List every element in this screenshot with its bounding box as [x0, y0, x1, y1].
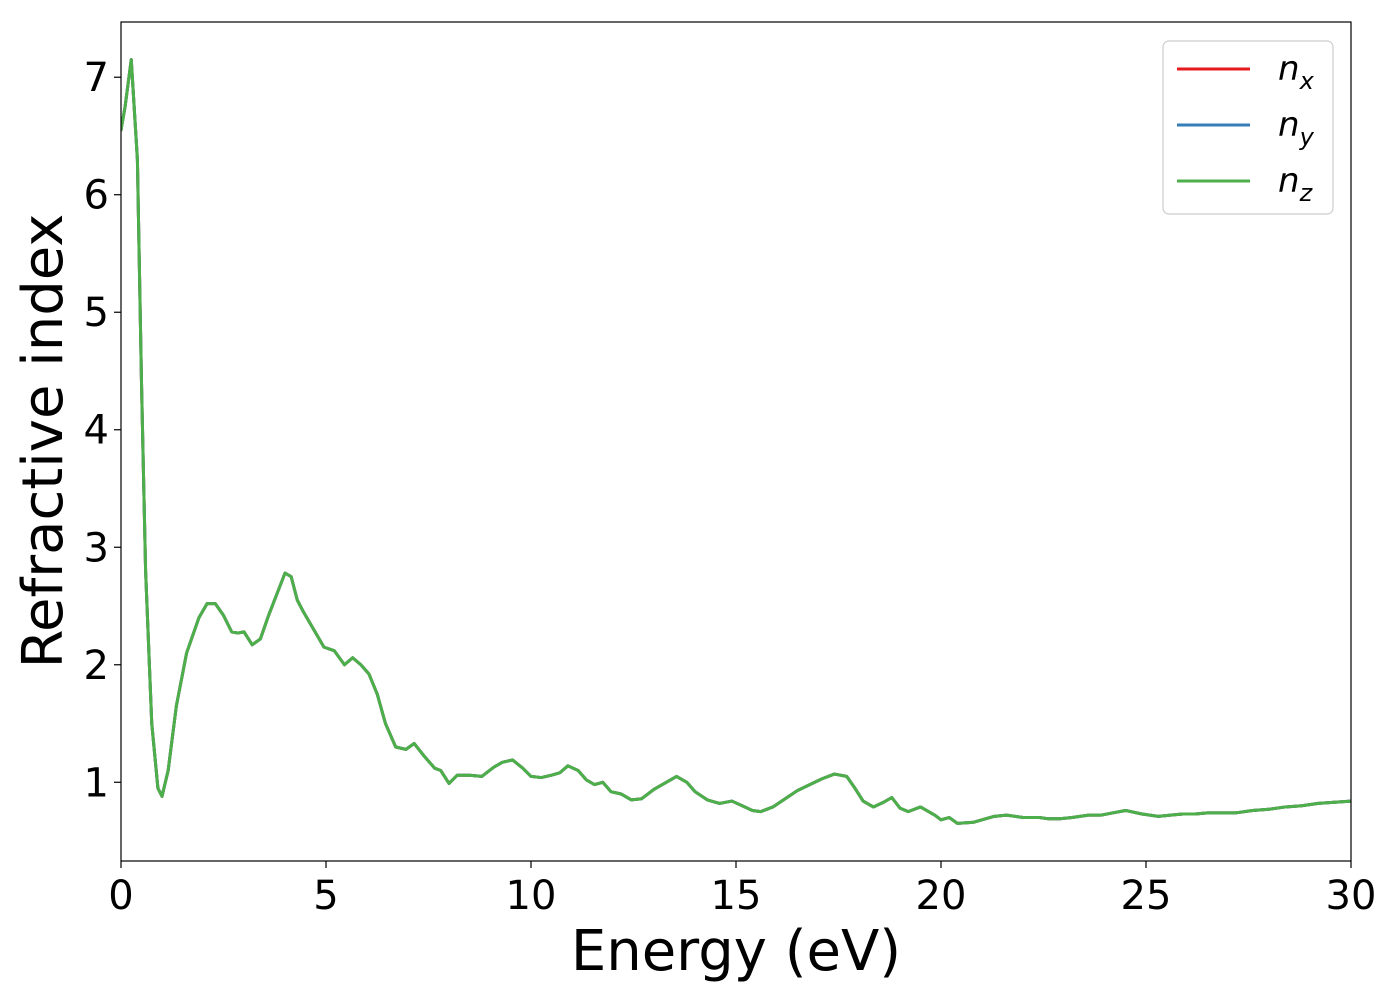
y-tick-label: 2: [84, 643, 109, 689]
series-layer: [121, 58, 1351, 825]
legend-label-ny: ny: [1278, 105, 1315, 151]
legend-label-subscript: y: [1299, 123, 1315, 151]
legend-label-base: n: [1278, 49, 1300, 89]
y-axis: 1 2 3 4 5 6 7: [84, 55, 121, 806]
x-axis: 0 5 10 15 20 25 30: [108, 861, 1376, 919]
x-tick-label: 0: [108, 873, 133, 919]
legend-label-subscript: x: [1299, 67, 1315, 95]
legend-label-base: n: [1278, 161, 1300, 201]
legend-frame: [1162, 40, 1334, 215]
y-tick-label: 3: [84, 525, 109, 571]
legend-label-base: n: [1278, 105, 1300, 145]
x-tick-label: 15: [711, 873, 762, 919]
y-tick-label: 5: [84, 290, 109, 336]
x-axis-title: Energy (eV): [571, 919, 901, 984]
y-tick-label: 1: [84, 760, 109, 806]
y-axis-title: Refractive index: [11, 214, 76, 669]
legend-label-nx: nx: [1278, 49, 1315, 95]
y-tick-label: 6: [84, 173, 109, 219]
legend-label-subscript: z: [1299, 179, 1314, 207]
x-tick-label: 25: [1121, 873, 1172, 919]
x-tick-label: 10: [506, 873, 557, 919]
x-tick-label: 20: [916, 873, 967, 919]
x-tick-label: 5: [313, 873, 338, 919]
y-tick-label: 7: [84, 55, 109, 101]
legend-label-nz: nz: [1278, 161, 1314, 207]
x-tick-label: 30: [1326, 873, 1377, 919]
series-line-nz: [121, 58, 1351, 825]
y-tick-label: 4: [84, 408, 109, 454]
